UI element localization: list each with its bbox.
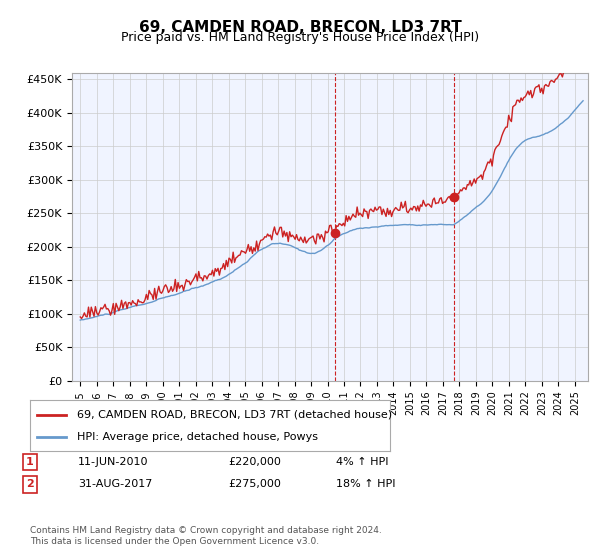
Text: 2: 2 xyxy=(26,479,34,489)
Text: 2: 2 xyxy=(0,559,1,560)
Text: 69, CAMDEN ROAD, BRECON, LD3 7RT (detached house): 69, CAMDEN ROAD, BRECON, LD3 7RT (detach… xyxy=(77,409,392,419)
Text: Price paid vs. HM Land Registry's House Price Index (HPI): Price paid vs. HM Land Registry's House … xyxy=(121,31,479,44)
Text: 18% ↑ HPI: 18% ↑ HPI xyxy=(336,479,395,489)
Text: £275,000: £275,000 xyxy=(228,479,281,489)
Text: £220,000: £220,000 xyxy=(228,457,281,467)
Text: 4% ↑ HPI: 4% ↑ HPI xyxy=(336,457,389,467)
Text: 31-AUG-2017: 31-AUG-2017 xyxy=(78,479,152,489)
Text: Contains HM Land Registry data © Crown copyright and database right 2024.
This d: Contains HM Land Registry data © Crown c… xyxy=(30,526,382,546)
Text: 1: 1 xyxy=(0,559,1,560)
Text: 11-JUN-2010: 11-JUN-2010 xyxy=(78,457,149,467)
Text: 1: 1 xyxy=(26,457,34,467)
Text: 69, CAMDEN ROAD, BRECON, LD3 7RT: 69, CAMDEN ROAD, BRECON, LD3 7RT xyxy=(139,20,461,35)
Text: HPI: Average price, detached house, Powys: HPI: Average price, detached house, Powy… xyxy=(77,432,318,442)
